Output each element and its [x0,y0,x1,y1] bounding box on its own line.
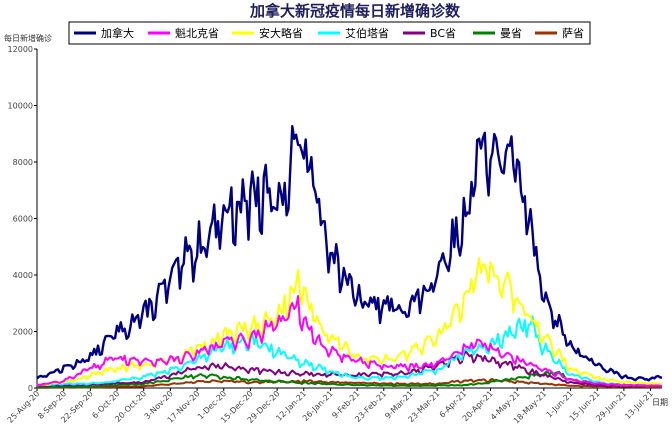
series-layer [36,124,663,389]
x-axis-label: 日期 [652,398,668,407]
chart-title: 加拿大新冠疫情每日新增确诊数 [249,2,461,20]
series-line-6 [37,378,662,389]
legend-label: 曼省 [500,27,522,40]
y-axis-label: 每日新增确诊 [4,33,52,43]
y-tick-label: 10000 [8,102,33,111]
legend-label: 艾伯塔省 [345,26,389,40]
y-tick-label: 4000 [13,271,33,280]
x-tick-label: 25-Aug-20 [6,389,42,425]
x-tick-label: 13-Jul-21 [623,389,655,421]
legend-label: 加拿大 [101,26,134,40]
axes [36,49,662,389]
series-line-2 [36,257,663,387]
x-ticks: 25-Aug-208-Sep-2022-Sep-206-Oct-2020-Oct… [6,388,655,425]
series-line-3 [36,315,662,387]
legend-label: 魁北克省 [175,26,219,40]
legend: 加拿大 魁北克省 安大略省 艾伯塔省 BC省 曼省 萨省 [68,21,591,45]
y-tick-label: 6000 [13,215,33,224]
y-tick-label: 0 [28,384,33,393]
y-ticks: 0 2000 4000 6000 8000 10000 12000 [8,45,37,393]
legend-label: 萨省 [562,27,584,40]
legend-label: 安大略省 [259,26,303,40]
y-tick-label: 12000 [8,45,33,54]
series-line-0 [36,124,663,382]
legend-label: BC省 [430,27,456,40]
y-tick-label: 8000 [13,158,33,167]
y-tick-label: 2000 [13,328,33,337]
series-line-1 [36,295,663,388]
